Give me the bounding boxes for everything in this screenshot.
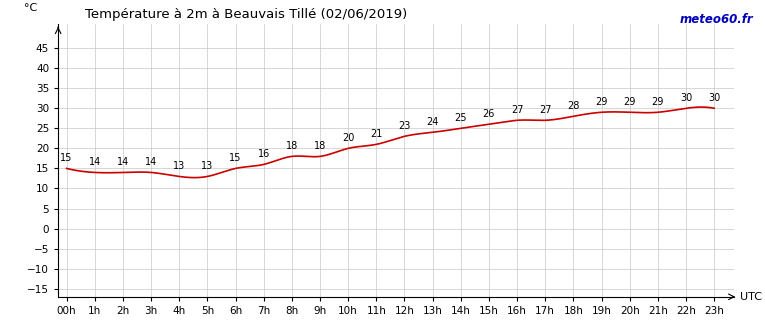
Text: 29: 29: [595, 97, 607, 107]
Text: 13: 13: [173, 161, 185, 171]
Text: 29: 29: [652, 97, 664, 107]
Text: 20: 20: [342, 133, 354, 143]
Text: 23: 23: [399, 121, 411, 131]
Text: 14: 14: [145, 157, 157, 167]
Text: °C: °C: [24, 3, 37, 13]
Text: Température à 2m à Beauvais Tillé (02/06/2019): Température à 2m à Beauvais Tillé (02/06…: [85, 8, 408, 21]
Text: 30: 30: [708, 93, 721, 103]
Text: 16: 16: [258, 149, 270, 159]
Text: 18: 18: [285, 141, 298, 151]
Text: 25: 25: [454, 113, 467, 123]
Text: 15: 15: [60, 153, 73, 163]
Text: 27: 27: [539, 105, 552, 115]
Text: 21: 21: [370, 129, 382, 139]
Text: 14: 14: [89, 157, 101, 167]
Text: 24: 24: [426, 117, 439, 127]
Text: UTC: UTC: [740, 292, 761, 302]
Text: 30: 30: [680, 93, 692, 103]
Text: 15: 15: [230, 153, 242, 163]
Text: 14: 14: [117, 157, 129, 167]
Text: 26: 26: [483, 109, 495, 119]
Text: 29: 29: [623, 97, 636, 107]
Text: 13: 13: [201, 161, 213, 171]
Text: 28: 28: [567, 101, 580, 111]
Text: 18: 18: [314, 141, 326, 151]
Text: 27: 27: [511, 105, 523, 115]
Text: meteo60.fr: meteo60.fr: [680, 13, 754, 26]
